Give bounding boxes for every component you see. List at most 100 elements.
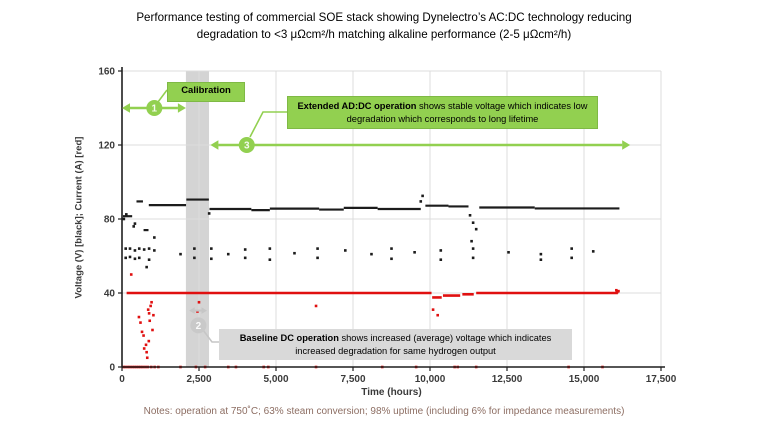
annotation-extended-bold: Extended AD:DC operation	[297, 101, 417, 111]
footnotes: Notes: operation at 750˚C; 63% steam con…	[143, 406, 625, 417]
series-0-point	[268, 258, 272, 261]
x-tick-label: 0	[119, 374, 125, 385]
annotation-baseline-bold: Baseline DC operation	[239, 333, 339, 343]
annotation-extended-text: shows stable voltage which indicates low…	[346, 101, 588, 124]
series-1-point	[617, 289, 620, 293]
calibration-connector	[157, 89, 168, 103]
series-0-point	[439, 258, 443, 261]
series-0-point	[132, 225, 136, 228]
series-0-point	[243, 248, 247, 251]
series-0-point	[268, 247, 272, 250]
series-1-point	[147, 312, 151, 315]
extended-connector	[249, 111, 287, 138]
annotation-baseline-text: shows increased (average) voltage which …	[295, 333, 552, 356]
series-0-point	[133, 257, 137, 261]
y-tick-label: 80	[104, 215, 116, 226]
series-1-point	[150, 300, 153, 304]
step2-arrow-right-arrowhead-icon	[201, 307, 208, 314]
baseline-connector	[202, 329, 220, 343]
series-0-point	[471, 256, 475, 260]
series-1-point	[147, 339, 151, 343]
series-0-point	[539, 258, 543, 261]
series-1-point	[140, 330, 144, 334]
step2-number-circle-label: 2	[196, 321, 202, 332]
y-tick-label: 0	[109, 363, 115, 374]
step1-arrow-right-arrowhead-icon	[177, 103, 186, 113]
series-0-point	[153, 236, 156, 239]
series-0-point	[193, 247, 196, 250]
series-0-point	[413, 251, 416, 254]
series-0-point	[125, 213, 128, 216]
y-tick-label: 160	[98, 67, 115, 78]
series-0-point	[471, 247, 475, 250]
annotation-calibration-label: Calibration	[181, 85, 231, 96]
series-0-point	[207, 212, 211, 215]
series-0-point	[507, 251, 510, 254]
series-0-point	[122, 217, 126, 221]
step1-number-circle	[146, 100, 163, 116]
series-0-point	[293, 251, 296, 255]
x-tick-label: 17,500	[646, 374, 677, 385]
series-1-point	[149, 304, 152, 308]
step1-number-circle-label: 1	[152, 103, 158, 114]
series-1-point	[436, 313, 439, 317]
series-0-point	[439, 249, 443, 252]
series-0-point	[128, 247, 132, 250]
series-0-point	[421, 194, 424, 198]
series-0-point	[474, 227, 478, 231]
x-tick-label: 7,500	[340, 374, 365, 385]
step3-arrow-right-arrowhead-icon	[622, 140, 631, 150]
series-0-point	[591, 250, 595, 253]
x-tick-label: 10,000	[415, 374, 446, 385]
step3-number-circle	[238, 137, 255, 153]
step2-arrow-left-arrowhead-icon	[189, 307, 195, 314]
series-0-point	[344, 249, 347, 252]
series-0-point	[539, 252, 543, 256]
x-tick-label: 5,000	[263, 374, 288, 385]
series-1-point	[615, 288, 618, 292]
series-0-point	[133, 249, 137, 252]
y-axis-label: Voltage (V) [black]; Current (A) [red]	[73, 136, 85, 299]
series-1-point	[146, 308, 150, 311]
series-1-point	[142, 347, 146, 350]
series-0-point	[370, 252, 373, 256]
annotation-baseline-box: Baseline DC operation shows increased (a…	[219, 329, 572, 361]
series-0-point	[179, 252, 182, 256]
series-0-point	[145, 265, 148, 269]
series-0-point	[316, 247, 319, 250]
series-1-point	[142, 334, 145, 337]
series-1-point	[151, 328, 154, 332]
series-1-point	[152, 313, 155, 317]
series-0-point	[316, 256, 319, 260]
x-tick-label: 12,500	[492, 374, 523, 385]
series-0-point	[226, 252, 230, 256]
step3-arrow-left-arrowhead-icon	[210, 140, 219, 150]
series-1-point	[197, 300, 201, 304]
series-0-point	[390, 257, 393, 261]
series-0-point	[137, 247, 141, 250]
series-0-point	[137, 256, 141, 260]
series-0-point	[124, 247, 127, 250]
series-0-point	[147, 258, 151, 261]
step2-number-circle	[190, 317, 207, 334]
series-0-point	[570, 247, 573, 250]
step3-number-circle-label: 3	[244, 140, 250, 151]
series-0-point	[147, 247, 151, 250]
x-tick-label: 15,000	[569, 374, 600, 385]
series-0-point	[570, 256, 573, 260]
series-0-point	[419, 200, 423, 203]
step1-arrow-left-arrowhead-icon	[122, 103, 130, 113]
y-tick-label: 40	[104, 289, 116, 300]
series-1-point	[129, 273, 133, 276]
series-1-point	[139, 321, 142, 324]
annotation-calibration-box: Calibration	[167, 82, 245, 102]
series-0-point	[243, 256, 247, 260]
series-0-point	[390, 247, 393, 250]
series-0-point	[193, 256, 196, 260]
series-0-point	[124, 256, 127, 260]
series-1-point	[148, 319, 152, 323]
series-1-point	[314, 304, 318, 308]
chart-title: Performance testing of commercial SOE st…	[136, 11, 632, 42]
